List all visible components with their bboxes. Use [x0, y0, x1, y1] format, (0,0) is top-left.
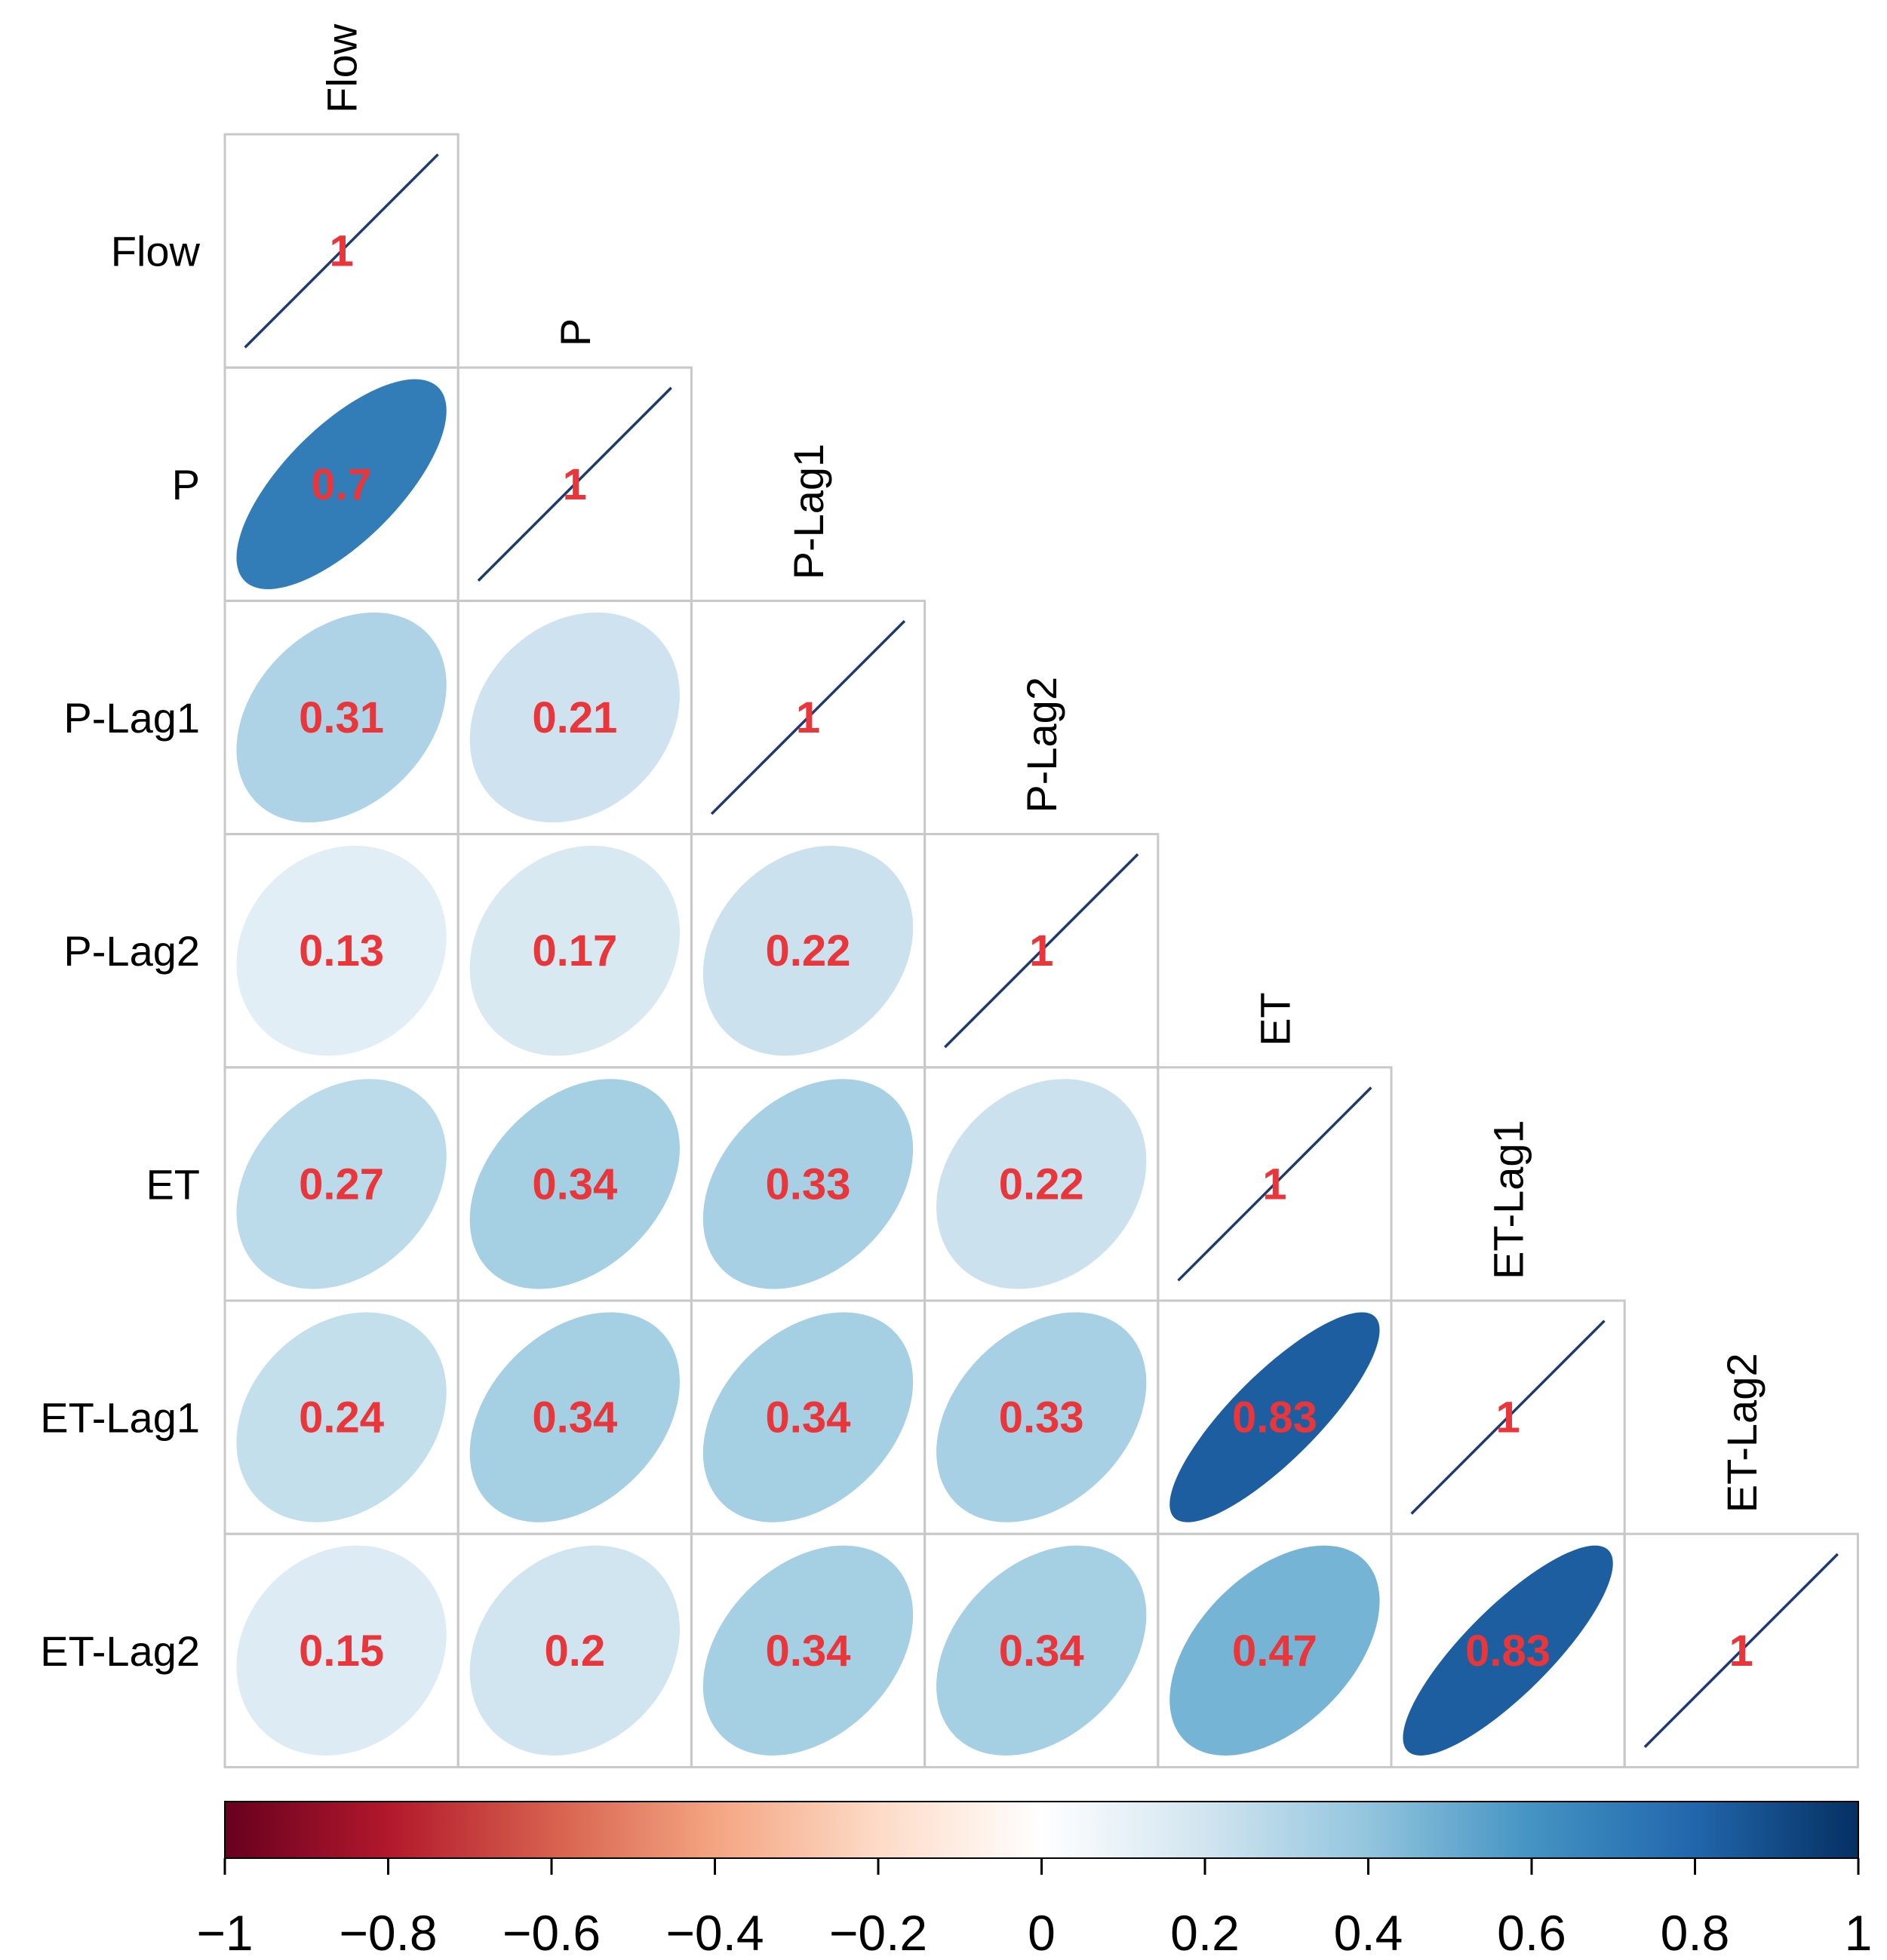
value-label-et-lag2-et-lag2: 1	[1729, 1627, 1753, 1676]
row-label-p-lag1: P-Lag1	[63, 694, 200, 742]
colorbar-ticks: −1 −0.8 −0.6 −0.4 −0.2 0 0.2 0.4 0.6 0.8 1	[196, 1858, 1872, 1960]
colorbar-tick-label-6: 0.2	[1170, 1905, 1240, 1960]
cell-frame-et-lag2-et-lag2	[1623, 1532, 1859, 1768]
column-label-p-lag2: P-Lag2	[1018, 677, 1065, 813]
ellipse-p-flow	[236, 379, 447, 589]
column-label-et-lag2: ET-Lag2	[1718, 1353, 1766, 1513]
value-label-p-lag1-p-lag1: 1	[796, 693, 820, 742]
colorbar-tick-label-10: 1	[1845, 1905, 1873, 1960]
value-label-et-lag1-p: 0.34	[532, 1393, 617, 1442]
value-label-et-flow: 0.27	[299, 1160, 384, 1209]
column-label-p: P	[552, 318, 599, 346]
value-label-p-lag2-flow: 0.13	[299, 926, 384, 975]
column-label-et-lag1: ET-Lag1	[1485, 1120, 1532, 1280]
ellipse-et-lag2-p-lag1	[702, 1545, 914, 1756]
colorbar-tick-label-7: 0.4	[1334, 1905, 1403, 1960]
value-label-p-flow: 0.7	[311, 460, 372, 509]
diagonal-line-p-p	[477, 386, 672, 582]
row-labels: Flow P P-Lag1 P-Lag2 ET ET-Lag1 ET-Lag2	[40, 228, 200, 1675]
colorbar-tick-label-5: 0	[1028, 1905, 1056, 1960]
value-label-p-lag1-flow: 0.31	[299, 693, 384, 742]
row-label-et-lag1: ET-Lag1	[40, 1394, 200, 1442]
ellipse-et-p	[469, 1079, 680, 1289]
diagonal-line-p-lag1-p-lag1	[710, 619, 906, 816]
grid-lines	[223, 133, 1859, 1768]
diagonal-line-flow-flow	[244, 153, 439, 349]
row-label-flow: Flow	[111, 228, 201, 275]
value-label-flow-flow: 1	[329, 227, 353, 276]
colorbar-gradient	[224, 1801, 1859, 1859]
ellipse-p-lag2-p-lag1	[702, 846, 914, 1056]
colorbar-tick-label-2: −0.6	[502, 1905, 601, 1960]
row-label-et: ET	[146, 1160, 200, 1208]
diagonal-line-et-lag2-et-lag2	[1643, 1553, 1839, 1748]
colorbar-tick-label-9: 0.8	[1661, 1905, 1730, 1960]
ellipse-et-flow	[236, 1079, 447, 1289]
diagonal-line-p-lag2-p-lag2	[944, 853, 1139, 1049]
row-label-p-lag2: P-Lag2	[63, 927, 200, 975]
correlation-cells: 10.7 10.31 0.21 10.13 0.17 0.22 10.27 0.34 0.33 0…	[236, 153, 1839, 1756]
value-label-et-et: 1	[1262, 1160, 1286, 1209]
value-label-et-p: 0.34	[532, 1160, 617, 1209]
ellipse-p-lag2-flow	[236, 846, 447, 1056]
ellipse-et-lag1-flow	[236, 1312, 447, 1522]
column-label-et: ET	[1251, 992, 1298, 1046]
value-label-p-lag2-p: 0.17	[532, 926, 617, 975]
value-label-et-lag1-p-lag1: 0.34	[766, 1393, 851, 1442]
ellipse-et-lag1-p-lag2	[936, 1312, 1147, 1522]
colorbar-tick-label-0: −1	[196, 1905, 253, 1960]
ellipse-et-lag1-et	[1169, 1312, 1380, 1522]
ellipse-p-lag1-p	[469, 612, 680, 823]
colorbar-tick-label-1: −0.8	[339, 1905, 437, 1960]
value-label-et-lag1-et-lag1: 1	[1495, 1393, 1520, 1442]
value-label-et-lag1-flow: 0.24	[299, 1393, 384, 1442]
ellipse-p-lag2-p	[469, 846, 680, 1056]
column-label-p-lag1: P-Lag1	[785, 444, 832, 580]
diagonal-line-et-lag1-et-lag1	[1410, 1319, 1606, 1515]
ellipse-p-lag1-flow	[236, 612, 447, 823]
ellipse-et-lag2-p-lag2	[936, 1545, 1147, 1756]
ellipse-et-lag1-p	[469, 1312, 680, 1522]
ellipse-et-p-lag2	[936, 1079, 1147, 1289]
ellipse-et-p-lag1	[702, 1079, 914, 1289]
value-label-et-lag2-p-lag2: 0.34	[999, 1627, 1084, 1676]
value-label-et-p-lag2: 0.22	[999, 1160, 1084, 1209]
ellipse-et-lag2-et-lag1	[1403, 1545, 1613, 1756]
ellipse-et-lag2-et	[1169, 1545, 1380, 1756]
value-label-et-lag2-et-lag1: 0.83	[1465, 1627, 1550, 1676]
colorbar-tick-label-3: −0.4	[665, 1905, 764, 1960]
colorbar: −1 −0.8 −0.6 −0.4 −0.2 0 0.2 0.4 0.6 0.8 1	[196, 1801, 1872, 1960]
row-label-p: P	[172, 461, 200, 508]
value-label-et-lag2-p-lag1: 0.34	[766, 1627, 851, 1676]
value-label-et-lag1-et: 0.83	[1232, 1393, 1317, 1442]
value-label-et-lag2-p: 0.2	[544, 1627, 605, 1676]
value-label-p-lag2-p-lag2: 1	[1029, 926, 1053, 975]
value-label-p-p: 1	[563, 460, 587, 509]
colorbar-tick-label-4: −0.2	[829, 1905, 927, 1960]
value-label-p-lag2-p-lag1: 0.22	[766, 926, 851, 975]
ellipse-et-lag2-p	[469, 1545, 680, 1756]
column-labels: Flow P P-Lag1 P-Lag2 ET ET-Lag1 ET-Lag2	[318, 23, 1766, 1513]
value-label-et-lag2-et: 0.47	[1232, 1627, 1317, 1676]
column-label-flow: Flow	[318, 23, 366, 113]
colorbar-tick-label-8: 0.6	[1497, 1905, 1566, 1960]
value-label-et-lag2-flow: 0.15	[299, 1627, 384, 1676]
diagonal-line-et-et	[1177, 1086, 1372, 1282]
value-label-p-lag1-p: 0.21	[532, 693, 617, 742]
value-label-et-p-lag1: 0.33	[766, 1160, 851, 1209]
ellipse-et-lag1-p-lag1	[702, 1312, 914, 1522]
row-label-et-lag2: ET-Lag2	[40, 1627, 200, 1675]
value-label-et-lag1-p-lag2: 0.33	[999, 1393, 1084, 1442]
ellipse-et-lag2-flow	[236, 1545, 447, 1756]
